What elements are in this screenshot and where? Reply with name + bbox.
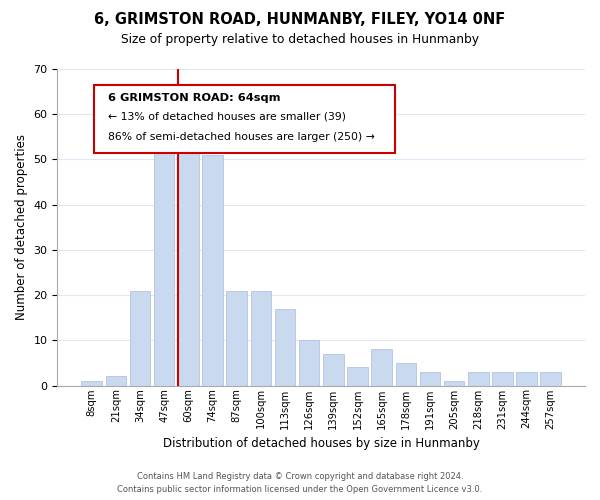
Text: Size of property relative to detached houses in Hunmanby: Size of property relative to detached ho… [121, 32, 479, 46]
Bar [299, 340, 319, 386]
Text: Contains HM Land Registry data © Crown copyright and database right 2024.
Contai: Contains HM Land Registry data © Crown c… [118, 472, 482, 494]
Text: 86% of semi-detached houses are larger (250) →: 86% of semi-detached houses are larger (… [107, 132, 374, 141]
Bar [178, 124, 199, 386]
Bar [130, 290, 150, 386]
Bar [202, 155, 223, 386]
Y-axis label: Number of detached properties: Number of detached properties [15, 134, 28, 320]
Bar [444, 381, 464, 386]
Bar [541, 372, 561, 386]
Text: 6 GRIMSTON ROAD: 64sqm: 6 GRIMSTON ROAD: 64sqm [107, 92, 280, 102]
Text: 6, GRIMSTON ROAD, HUNMANBY, FILEY, YO14 0NF: 6, GRIMSTON ROAD, HUNMANBY, FILEY, YO14 … [94, 12, 506, 28]
Bar [347, 368, 368, 386]
Bar [275, 308, 295, 386]
FancyBboxPatch shape [94, 85, 395, 153]
Text: ← 13% of detached houses are smaller (39): ← 13% of detached houses are smaller (39… [107, 112, 346, 122]
Bar [251, 290, 271, 386]
Bar [395, 363, 416, 386]
Bar [492, 372, 512, 386]
Bar [106, 376, 126, 386]
Bar [371, 350, 392, 386]
X-axis label: Distribution of detached houses by size in Hunmanby: Distribution of detached houses by size … [163, 437, 479, 450]
Bar [468, 372, 488, 386]
Bar [323, 354, 344, 386]
Bar [226, 290, 247, 386]
Bar [82, 381, 102, 386]
Bar [154, 132, 175, 386]
Bar [419, 372, 440, 386]
Bar [517, 372, 537, 386]
